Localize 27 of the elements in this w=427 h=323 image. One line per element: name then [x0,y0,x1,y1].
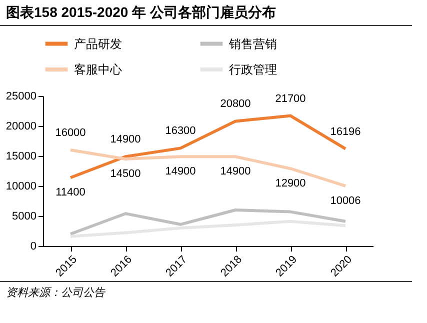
data-label: 10006 [330,194,361,207]
data-label: 16196 [330,126,361,138]
y-tick-label: 15000 [6,150,36,162]
data-label: 11400 [56,186,86,199]
text: 资料来源：公司公告 [0,281,412,303]
y-tick-label: 10000 [6,180,36,192]
legend-label: 产品研发 [74,36,122,51]
data-label: 14900 [110,134,141,146]
data-label: 14500 [110,168,141,180]
data-label: 16300 [165,125,196,138]
data-label: 12900 [275,178,306,190]
data-label: 21700 [275,92,306,105]
line-series [69,208,347,236]
line-series [69,148,347,188]
y-tick-label: 20000 [6,120,36,132]
data-label: 14900 [165,166,196,178]
legend-label: 客服中心 [74,62,122,76]
data-label: 16000 [55,127,86,139]
data-label: 14900 [220,166,251,178]
legend-label: 行政管理 [229,62,277,76]
line-series [69,220,347,238]
chart-title: 图表158 2015-2020 年 公司各部门雇员分布 [0,0,412,26]
legend-label: 销售营销 [228,36,277,51]
data-label: 20800 [220,98,251,110]
y-tick-label: 0 [30,240,36,252]
y-tick-label: 25000 [6,90,36,102]
y-tick-label: 5000 [12,210,36,222]
